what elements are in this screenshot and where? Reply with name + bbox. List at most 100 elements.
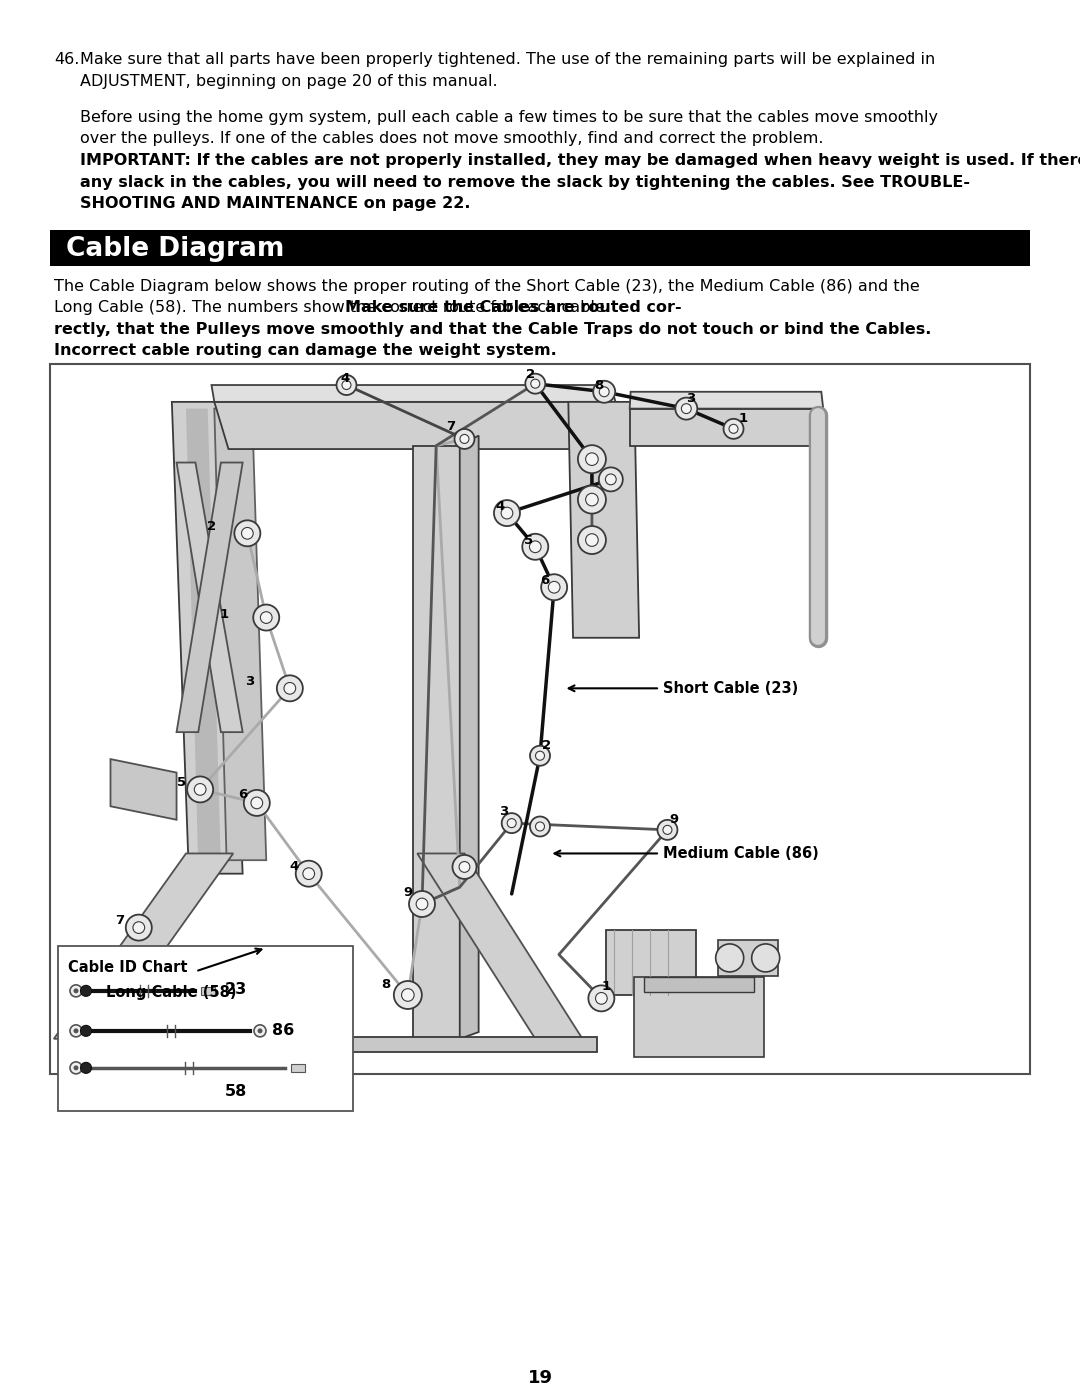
Circle shape (394, 981, 422, 1009)
Polygon shape (110, 759, 176, 820)
Text: 86: 86 (272, 1024, 294, 1038)
Text: 4: 4 (496, 500, 505, 513)
Text: 9: 9 (403, 886, 413, 900)
Circle shape (276, 675, 302, 701)
Text: Before using the home gym system, pull each cable a few times to be sure that th: Before using the home gym system, pull e… (80, 110, 939, 124)
Text: 6: 6 (540, 574, 550, 587)
Circle shape (598, 468, 623, 492)
Polygon shape (460, 436, 478, 1039)
Polygon shape (68, 1037, 596, 1052)
Circle shape (73, 988, 79, 993)
Circle shape (578, 446, 606, 474)
Polygon shape (172, 402, 243, 873)
Circle shape (578, 527, 606, 555)
Text: 1: 1 (602, 981, 610, 993)
Text: 4: 4 (340, 372, 349, 384)
Text: 2: 2 (207, 520, 216, 534)
Polygon shape (630, 408, 823, 446)
Circle shape (459, 862, 470, 872)
Text: Short Cable (23): Short Cable (23) (569, 680, 798, 696)
Circle shape (525, 373, 545, 394)
Circle shape (81, 1025, 92, 1037)
Text: 7: 7 (446, 420, 455, 433)
Circle shape (253, 605, 280, 630)
Circle shape (70, 1025, 82, 1037)
Polygon shape (214, 408, 267, 861)
Circle shape (658, 820, 677, 840)
Text: Cable Diagram: Cable Diagram (66, 236, 284, 263)
Circle shape (257, 1028, 262, 1034)
Circle shape (494, 500, 519, 527)
Circle shape (260, 612, 272, 623)
Circle shape (536, 752, 544, 760)
Polygon shape (212, 386, 616, 402)
Text: 58: 58 (225, 1084, 247, 1099)
Circle shape (595, 992, 607, 1004)
Text: 6: 6 (238, 788, 247, 800)
Circle shape (585, 453, 598, 465)
Circle shape (187, 777, 213, 802)
Circle shape (585, 534, 598, 546)
Text: 3: 3 (245, 675, 254, 689)
Circle shape (523, 534, 549, 560)
Circle shape (251, 798, 262, 809)
Polygon shape (417, 854, 582, 1039)
Text: rectly, that the Pulleys move smoothly and that the Cable Traps do not touch or : rectly, that the Pulleys move smoothly a… (54, 321, 931, 337)
Text: Long Cable (58): Long Cable (58) (106, 985, 237, 1000)
Circle shape (541, 574, 567, 601)
Circle shape (752, 944, 780, 972)
Circle shape (529, 541, 541, 553)
Circle shape (409, 891, 435, 916)
Circle shape (460, 434, 469, 443)
Circle shape (70, 1062, 82, 1074)
Polygon shape (413, 446, 460, 1039)
Circle shape (70, 985, 82, 997)
Circle shape (133, 922, 145, 933)
Text: Long Cable (58). The numbers show the correct route for each cable.: Long Cable (58). The numbers show the co… (54, 300, 615, 316)
Circle shape (663, 826, 672, 834)
Circle shape (242, 528, 253, 539)
Text: 2: 2 (542, 739, 551, 752)
Circle shape (729, 425, 738, 433)
Text: 8: 8 (381, 978, 391, 992)
Circle shape (549, 581, 561, 594)
Circle shape (508, 819, 516, 827)
Circle shape (244, 789, 270, 816)
Circle shape (530, 379, 540, 388)
Text: any slack in the cables, you will need to remove the slack by tightening the cab: any slack in the cables, you will need t… (80, 175, 970, 190)
Text: 7: 7 (116, 915, 124, 928)
Bar (718, 940, 778, 977)
Circle shape (254, 1025, 266, 1037)
Text: IMPORTANT: If the cables are not properly installed, they may be damaged when he: IMPORTANT: If the cables are not properl… (80, 152, 1080, 168)
Bar (645, 977, 755, 992)
Circle shape (453, 855, 476, 879)
Polygon shape (176, 462, 243, 732)
Circle shape (501, 507, 513, 518)
Circle shape (73, 1028, 79, 1034)
Bar (50, 363, 1030, 1074)
Text: 1: 1 (739, 412, 747, 425)
Polygon shape (176, 462, 243, 732)
Circle shape (194, 784, 206, 795)
Text: 5: 5 (524, 534, 534, 546)
Circle shape (302, 868, 314, 880)
Circle shape (675, 398, 698, 419)
Text: 3: 3 (500, 805, 509, 819)
Circle shape (530, 746, 550, 766)
Circle shape (502, 813, 522, 833)
Bar (606, 930, 697, 995)
Polygon shape (568, 402, 639, 638)
Text: 9: 9 (670, 813, 678, 826)
Polygon shape (54, 854, 233, 1039)
Circle shape (606, 474, 617, 485)
Text: 4: 4 (289, 861, 299, 873)
Circle shape (530, 816, 550, 837)
Text: 2: 2 (526, 369, 535, 381)
Text: Incorrect cable routing can damage the weight system.: Incorrect cable routing can damage the w… (54, 344, 557, 358)
Circle shape (681, 404, 691, 414)
Text: Medium Cable (86): Medium Cable (86) (554, 847, 819, 861)
Bar (291, 1065, 305, 1071)
Circle shape (402, 989, 414, 1002)
Circle shape (81, 1062, 92, 1073)
Text: Cable ID Chart: Cable ID Chart (68, 960, 188, 975)
